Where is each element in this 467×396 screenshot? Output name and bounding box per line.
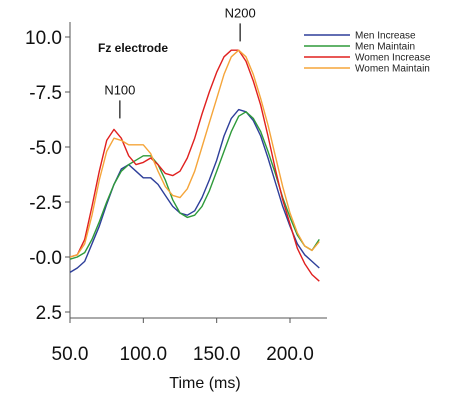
legend-label: Men Maintain: [355, 42, 415, 53]
peak-label-n100: N100: [104, 82, 135, 97]
y-tick-label: 2.5: [36, 303, 62, 324]
annotations: Fz electrode N100 N200: [98, 5, 256, 119]
x-tick-label: 150.0: [193, 344, 241, 365]
y-tick-label: -5.0: [29, 138, 62, 159]
series-line-women-maintain: [69, 49, 320, 258]
series-line-men-increase: [69, 108, 320, 273]
legend-label: Women Increase: [355, 53, 431, 64]
x-tick-label: 100.0: [120, 344, 168, 365]
peak-label-n200: N200: [225, 5, 256, 20]
plot-area: 10.0 -7.5 -5.0 -2.5 -0.0 2.5 50.0 100.0 150.0 20…: [25, 5, 327, 365]
y-tick-label: -2.5: [29, 193, 62, 214]
x-axis-title: Time (ms): [169, 375, 240, 392]
y-tick-label: -0.0: [29, 248, 62, 269]
y-tick-label: -7.5: [29, 83, 62, 104]
legend-label: Men Increase: [355, 31, 416, 42]
x-tick-label: 200.0: [266, 344, 314, 365]
x-tick-label: 50.0: [52, 344, 89, 365]
x-ticks: 50.0 100.0 150.0 200.0: [52, 318, 314, 365]
series-line-women-increase: [69, 49, 320, 282]
series-lines: [69, 49, 320, 282]
y-ticks: 10.0 -7.5 -5.0 -2.5 -0.0 2.5: [25, 28, 70, 324]
legend-label: Women Maintain: [355, 64, 430, 75]
electrode-label: Fz electrode: [98, 41, 168, 55]
y-tick-label: 10.0: [25, 28, 62, 49]
